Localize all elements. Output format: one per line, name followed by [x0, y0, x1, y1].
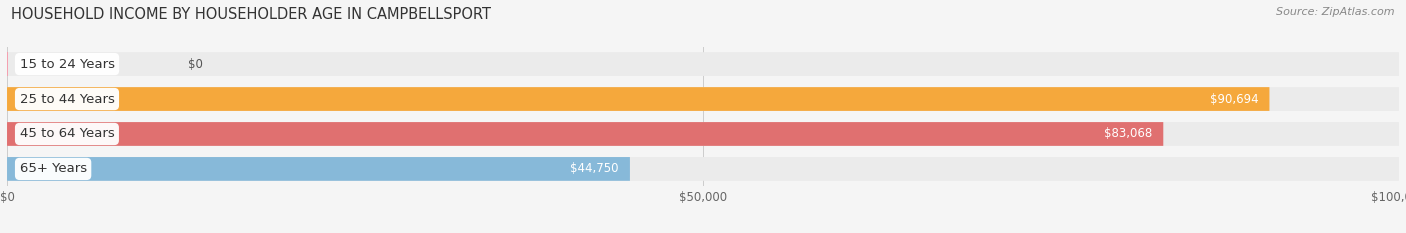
Text: 45 to 64 Years: 45 to 64 Years [20, 127, 114, 140]
FancyBboxPatch shape [7, 157, 1399, 181]
FancyBboxPatch shape [7, 157, 630, 181]
FancyBboxPatch shape [7, 52, 1399, 76]
Text: $90,694: $90,694 [1209, 93, 1258, 106]
FancyBboxPatch shape [7, 87, 1399, 111]
Text: $83,068: $83,068 [1104, 127, 1152, 140]
Text: $44,750: $44,750 [571, 162, 619, 175]
FancyBboxPatch shape [7, 122, 1163, 146]
Text: 15 to 24 Years: 15 to 24 Years [20, 58, 114, 71]
Text: $0: $0 [188, 58, 202, 71]
FancyBboxPatch shape [7, 122, 1399, 146]
Text: 25 to 44 Years: 25 to 44 Years [20, 93, 114, 106]
Text: 65+ Years: 65+ Years [20, 162, 87, 175]
Text: Source: ZipAtlas.com: Source: ZipAtlas.com [1277, 7, 1395, 17]
FancyBboxPatch shape [7, 87, 1270, 111]
Text: HOUSEHOLD INCOME BY HOUSEHOLDER AGE IN CAMPBELLSPORT: HOUSEHOLD INCOME BY HOUSEHOLDER AGE IN C… [11, 7, 491, 22]
